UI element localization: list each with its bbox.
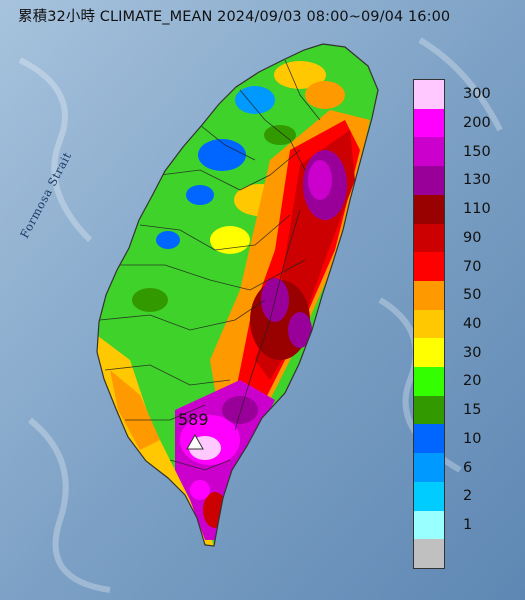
legend-label: 200 — [463, 115, 491, 132]
legend-swatch — [414, 481, 444, 511]
legend-swatch — [414, 108, 444, 138]
legend-swatch — [414, 338, 444, 368]
legend-swatch — [414, 395, 444, 425]
legend-swatch — [414, 424, 444, 454]
legend-label: 40 — [463, 316, 482, 332]
legend-label: 15 — [463, 402, 482, 419]
legend-swatch — [414, 166, 444, 195]
legend-swatch — [414, 539, 444, 568]
legend-label: 50 — [463, 287, 482, 304]
map-title: 累積32小時 CLIMATE_MEAN 2024/09/03 08:00~09/… — [18, 9, 451, 25]
max-station-triangle-icon — [186, 434, 204, 450]
legend-swatch — [414, 510, 444, 540]
legend-swatch — [414, 252, 444, 281]
legend-label: 70 — [463, 258, 482, 275]
legend-swatch — [414, 309, 444, 339]
legend-swatch — [414, 194, 444, 224]
max-value-label: 589 — [178, 410, 209, 429]
legend-label: 20 — [463, 373, 482, 390]
legend-label: 90 — [463, 229, 482, 246]
legend-label: 110 — [463, 201, 491, 218]
legend-swatch — [414, 367, 444, 396]
color-legend — [413, 79, 445, 569]
legend-swatch — [414, 223, 444, 253]
legend-swatch — [414, 453, 444, 482]
legend-label: 150 — [463, 143, 491, 160]
legend-label: 10 — [463, 430, 482, 447]
legend-label: 300 — [463, 86, 491, 103]
legend-label: 130 — [463, 172, 491, 189]
legend-label: 2 — [463, 488, 473, 505]
legend-swatch — [414, 80, 444, 109]
legend-label: 6 — [463, 459, 473, 476]
legend-swatch — [414, 280, 444, 310]
legend-swatch — [414, 137, 444, 167]
legend-label: 1 — [463, 516, 473, 533]
legend-label: 30 — [463, 344, 482, 361]
